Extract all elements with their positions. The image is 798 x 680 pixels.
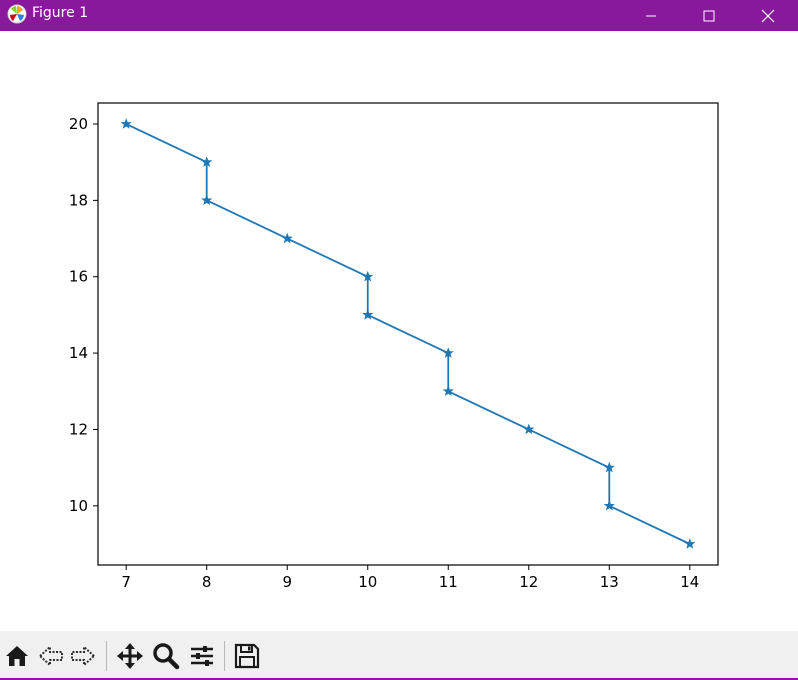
close-button[interactable] [745, 0, 791, 31]
zoom-button[interactable] [151, 641, 181, 671]
maximize-icon [703, 10, 715, 21]
data-point-marker [523, 423, 535, 435]
y-tick-label: 16 [69, 268, 88, 286]
y-tick-label: 12 [69, 420, 88, 438]
toolbar-separator [224, 641, 225, 671]
data-point-marker [603, 499, 615, 511]
minimize-icon [646, 15, 656, 16]
data-point-marker [201, 156, 213, 167]
figure-canvas[interactable]: 7 8 9 10 11 12 13 14 10 12 14 16 18 20 [0, 31, 798, 631]
data-point-marker [362, 309, 374, 320]
x-tick-label: 11 [439, 573, 458, 591]
navigation-toolbar [0, 631, 798, 678]
y-tick-label: 18 [69, 191, 88, 209]
data-point-marker [281, 232, 293, 244]
axis-ticks: 7 8 9 10 11 12 13 14 10 12 14 16 18 20 [69, 115, 699, 591]
pan-button[interactable] [115, 641, 145, 671]
home-icon [6, 646, 28, 666]
x-tick-label: 12 [519, 573, 538, 591]
x-tick-label: 7 [121, 573, 131, 591]
minimize-button[interactable] [628, 0, 674, 31]
window-border [0, 678, 798, 680]
x-tick-label: 14 [680, 573, 699, 591]
data-point-marker [201, 194, 213, 206]
y-tick-label: 14 [69, 344, 88, 362]
window-titlebar: Figure 1 [0, 0, 798, 31]
maximize-button[interactable] [686, 0, 732, 31]
window-title: Figure 1 [32, 5, 89, 21]
series-layer [120, 118, 696, 549]
back-button[interactable] [36, 641, 66, 671]
zoom-icon [153, 643, 180, 670]
save-button[interactable] [232, 641, 262, 671]
y-tick-label: 10 [69, 497, 88, 515]
x-tick-label: 10 [358, 573, 377, 591]
close-icon [761, 9, 775, 22]
x-tick-label: 8 [202, 573, 212, 591]
line-chart: 7 8 9 10 11 12 13 14 10 12 14 16 18 20 [69, 102, 719, 591]
y-tick-label: 20 [69, 115, 88, 133]
toolbar-separator [106, 641, 107, 671]
back-icon [38, 644, 63, 668]
configure-subplots-icon [191, 646, 213, 666]
data-point-marker [442, 347, 454, 358]
forward-icon [71, 644, 96, 668]
matplotlib-logo-icon [7, 4, 27, 24]
home-button[interactable] [2, 641, 32, 671]
data-point-marker [684, 538, 696, 549]
x-tick-label: 9 [282, 573, 292, 591]
save-icon [234, 643, 260, 669]
data-point-marker [120, 118, 132, 129]
configure-subplots-button[interactable] [187, 641, 217, 671]
forward-button[interactable] [68, 641, 98, 671]
data-point-marker [362, 270, 374, 282]
data-point-marker [442, 385, 454, 397]
series-line [125, 123, 691, 545]
data-point-marker [603, 461, 615, 473]
pan-icon [117, 643, 143, 669]
x-tick-label: 13 [600, 573, 619, 591]
